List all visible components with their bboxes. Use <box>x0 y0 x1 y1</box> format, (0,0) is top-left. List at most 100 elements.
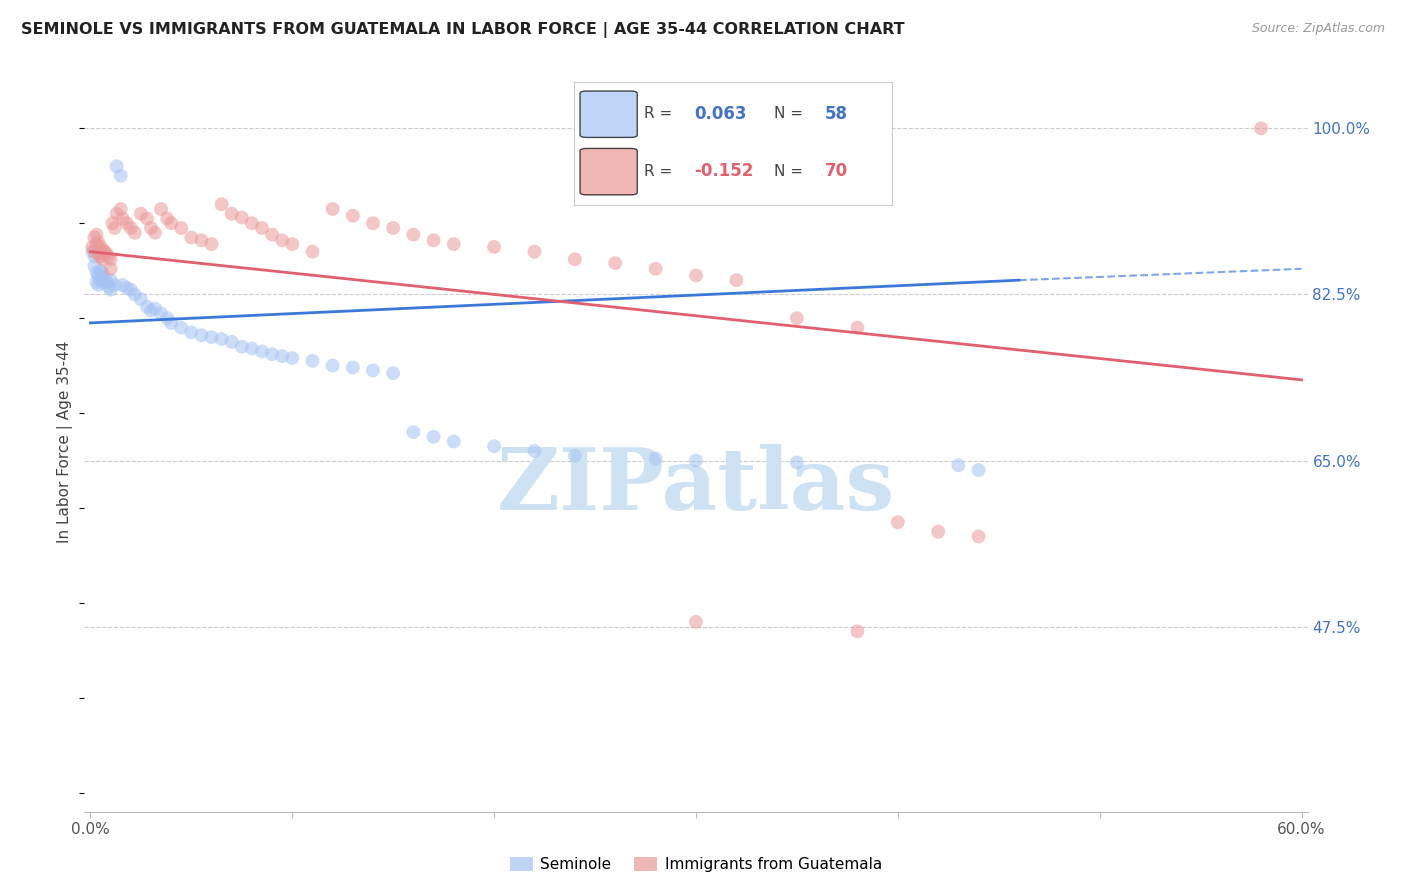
Point <box>190 328 212 343</box>
Point <box>86 275 108 289</box>
Point <box>211 332 233 346</box>
Point <box>231 211 253 225</box>
Point <box>170 320 193 334</box>
Point <box>143 226 166 240</box>
Point <box>786 311 808 326</box>
Point <box>150 202 173 216</box>
Point <box>150 306 173 320</box>
Point <box>402 425 425 439</box>
Point <box>322 359 344 373</box>
Point <box>124 226 146 240</box>
Point <box>200 330 222 344</box>
Point <box>342 209 364 223</box>
Point <box>111 277 134 292</box>
Point <box>91 252 114 267</box>
Point <box>725 273 748 287</box>
Point <box>156 211 179 226</box>
Point <box>91 275 114 289</box>
Point <box>89 273 111 287</box>
Point <box>685 453 707 467</box>
Point <box>846 320 869 334</box>
Point <box>361 363 384 377</box>
Point <box>86 237 108 252</box>
Point <box>83 250 105 264</box>
Point <box>301 354 323 368</box>
Text: Source: ZipAtlas.com: Source: ZipAtlas.com <box>1251 22 1385 36</box>
Point <box>143 301 166 316</box>
Point <box>82 244 104 259</box>
Point <box>86 227 108 242</box>
Point <box>139 303 162 318</box>
Point <box>83 230 105 244</box>
Point <box>644 451 666 466</box>
Point <box>564 449 586 463</box>
Point <box>91 243 114 257</box>
Point <box>422 233 444 247</box>
Point <box>685 615 707 629</box>
Point <box>111 211 134 226</box>
Point <box>281 237 304 252</box>
Point <box>104 277 127 292</box>
Point <box>86 266 108 280</box>
Point <box>120 283 142 297</box>
Point <box>887 515 910 529</box>
Point <box>927 524 949 539</box>
Point <box>105 159 128 173</box>
Point <box>644 261 666 276</box>
Point <box>87 268 110 283</box>
Point <box>170 221 193 235</box>
Point <box>382 221 405 235</box>
Point <box>124 287 146 301</box>
Point <box>87 277 110 292</box>
Point <box>1250 121 1272 136</box>
Point <box>129 207 152 221</box>
Point <box>87 246 110 260</box>
Point <box>180 326 202 340</box>
Point <box>361 216 384 230</box>
Point <box>240 342 263 356</box>
Point <box>100 252 122 267</box>
Point <box>110 169 132 183</box>
Point <box>948 458 970 473</box>
Point <box>104 221 127 235</box>
Point <box>685 268 707 283</box>
Point <box>846 624 869 639</box>
Point <box>91 266 114 280</box>
Point <box>97 250 120 264</box>
Point <box>281 351 304 365</box>
Point <box>422 430 444 444</box>
Text: ZIPatlas: ZIPatlas <box>496 444 896 528</box>
Point <box>89 250 111 264</box>
Point <box>402 227 425 242</box>
Point <box>240 216 263 230</box>
Point <box>83 259 105 273</box>
Point <box>250 344 273 359</box>
Point <box>221 207 243 221</box>
Point <box>482 439 505 453</box>
Point <box>101 216 124 230</box>
Point <box>482 240 505 254</box>
Point <box>100 283 122 297</box>
Point <box>443 237 465 252</box>
Point <box>382 366 405 380</box>
Point <box>605 256 627 270</box>
Point <box>190 233 212 247</box>
Point <box>271 349 294 363</box>
Point <box>211 197 233 211</box>
Point <box>967 463 990 477</box>
Point <box>322 202 344 216</box>
Point <box>786 455 808 469</box>
Point <box>200 237 222 252</box>
Point <box>97 280 120 294</box>
Point <box>231 340 253 354</box>
Legend: Seminole, Immigrants from Guatemala: Seminole, Immigrants from Guatemala <box>503 851 889 878</box>
Point <box>100 261 122 276</box>
Point <box>93 270 115 285</box>
Point <box>136 211 159 226</box>
Point <box>262 227 284 242</box>
Point <box>89 263 111 277</box>
Point <box>105 207 128 221</box>
Point <box>271 233 294 247</box>
Point <box>156 311 179 326</box>
Point <box>967 529 990 543</box>
